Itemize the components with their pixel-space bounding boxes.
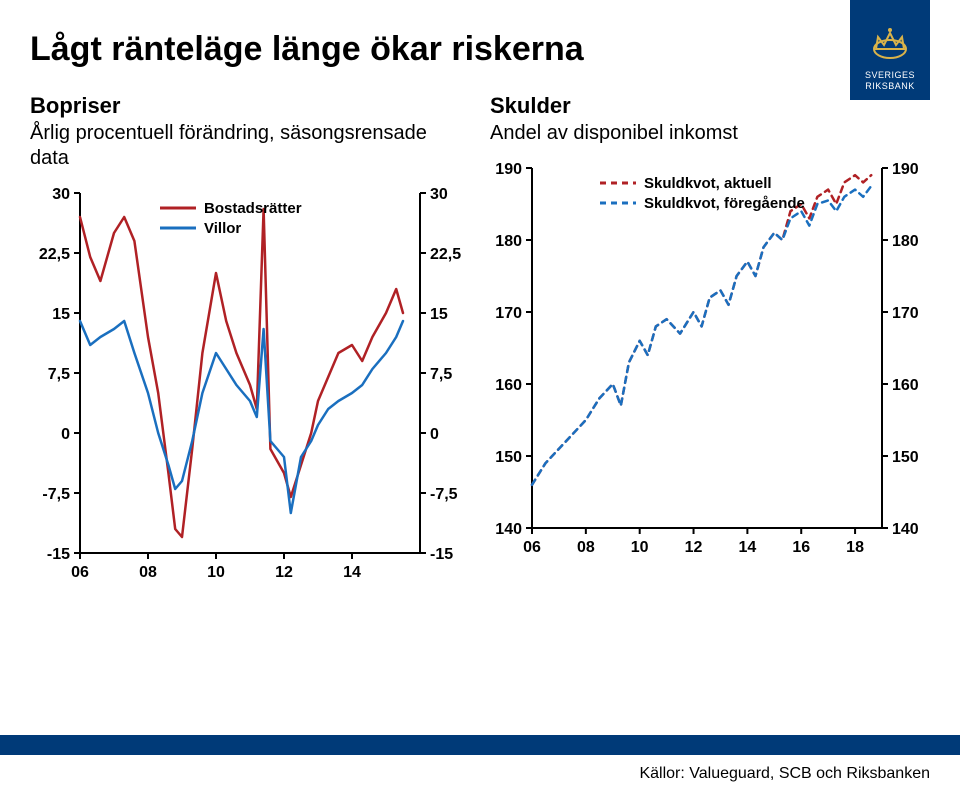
slide: SVERIGES RIKSBANK Lågt ränteläge länge ö… <box>0 0 960 795</box>
chart-right-subtitle: Andel av disponibel inkomst <box>490 121 930 146</box>
svg-text:14: 14 <box>343 564 361 581</box>
svg-text:08: 08 <box>577 539 595 556</box>
svg-text:15: 15 <box>430 306 448 323</box>
svg-text:180: 180 <box>495 233 522 250</box>
chart-left-subtitle: Årlig procentuell förändring, säsongsren… <box>30 121 470 171</box>
logo-text-1: SVERIGES <box>865 70 915 81</box>
svg-text:Villor: Villor <box>204 220 241 237</box>
svg-text:140: 140 <box>495 521 522 538</box>
page-title: Lågt ränteläge länge ökar riskerna <box>30 30 930 69</box>
svg-text:22,5: 22,5 <box>430 246 461 263</box>
svg-text:Skuldkvot, föregående: Skuldkvot, föregående <box>644 195 805 212</box>
svg-text:22,5: 22,5 <box>39 246 70 263</box>
svg-text:16: 16 <box>792 539 810 556</box>
chart-left-title: Bopriser <box>30 93 470 119</box>
logo-text-2: RIKSBANK <box>865 81 915 92</box>
svg-text:0: 0 <box>430 426 439 443</box>
svg-text:06: 06 <box>71 564 89 581</box>
svg-text:150: 150 <box>495 449 522 466</box>
svg-text:Bostadsrätter: Bostadsrätter <box>204 200 302 217</box>
svg-text:-7,5: -7,5 <box>430 486 458 503</box>
svg-text:160: 160 <box>495 377 522 394</box>
sources-text: Källor: Valueguard, SCB och Riksbanken <box>639 765 930 783</box>
chart-left-wrap: -15 -15 -7,5 -7,5 0 0 7,5 7,5 15 15 22,5 22,5 30 30 06… <box>30 183 470 603</box>
svg-text:190: 190 <box>892 161 919 178</box>
svg-text:14: 14 <box>738 539 756 556</box>
svg-text:15: 15 <box>52 306 70 323</box>
svg-text:30: 30 <box>52 186 70 203</box>
svg-text:-15: -15 <box>47 546 70 563</box>
chart-left: -15 -15 -7,5 -7,5 0 0 7,5 7,5 15 15 22,5 22,5 30 30 06… <box>30 183 470 603</box>
crown-icon <box>868 21 912 65</box>
svg-text:18: 18 <box>846 539 864 556</box>
svg-text:10: 10 <box>631 539 649 556</box>
svg-text:170: 170 <box>495 305 522 322</box>
chart-right: 140 140 150 150 160 160 170 170 180 180 190 190 06 08… <box>490 158 930 578</box>
svg-text:0: 0 <box>61 426 70 443</box>
svg-text:170: 170 <box>892 305 919 322</box>
svg-text:150: 150 <box>892 449 919 466</box>
svg-text:-15: -15 <box>430 546 453 563</box>
svg-text:190: 190 <box>495 161 522 178</box>
footer-bar <box>0 735 960 755</box>
charts-container: Bopriser Årlig procentuell förändring, s… <box>30 93 930 603</box>
svg-text:30: 30 <box>430 186 448 203</box>
chart-right-column: Skulder Andel av disponibel inkomst 1401… <box>490 93 930 603</box>
chart-left-column: Bopriser Årlig procentuell förändring, s… <box>30 93 470 603</box>
svg-text:7,5: 7,5 <box>430 366 452 383</box>
svg-text:12: 12 <box>275 564 293 581</box>
svg-text:7,5: 7,5 <box>48 366 70 383</box>
svg-text:06: 06 <box>523 539 541 556</box>
svg-text:160: 160 <box>892 377 919 394</box>
svg-text:140: 140 <box>892 521 919 538</box>
svg-text:08: 08 <box>139 564 157 581</box>
svg-text:180: 180 <box>892 233 919 250</box>
svg-text:Skuldkvot, aktuell: Skuldkvot, aktuell <box>644 175 772 192</box>
svg-text:12: 12 <box>685 539 703 556</box>
svg-text:-7,5: -7,5 <box>42 486 70 503</box>
svg-text:10: 10 <box>207 564 225 581</box>
chart-right-wrap: 140 140 150 150 160 160 170 170 180 180 190 190 06 08… <box>490 158 930 578</box>
riksbank-logo: SVERIGES RIKSBANK <box>850 0 930 100</box>
